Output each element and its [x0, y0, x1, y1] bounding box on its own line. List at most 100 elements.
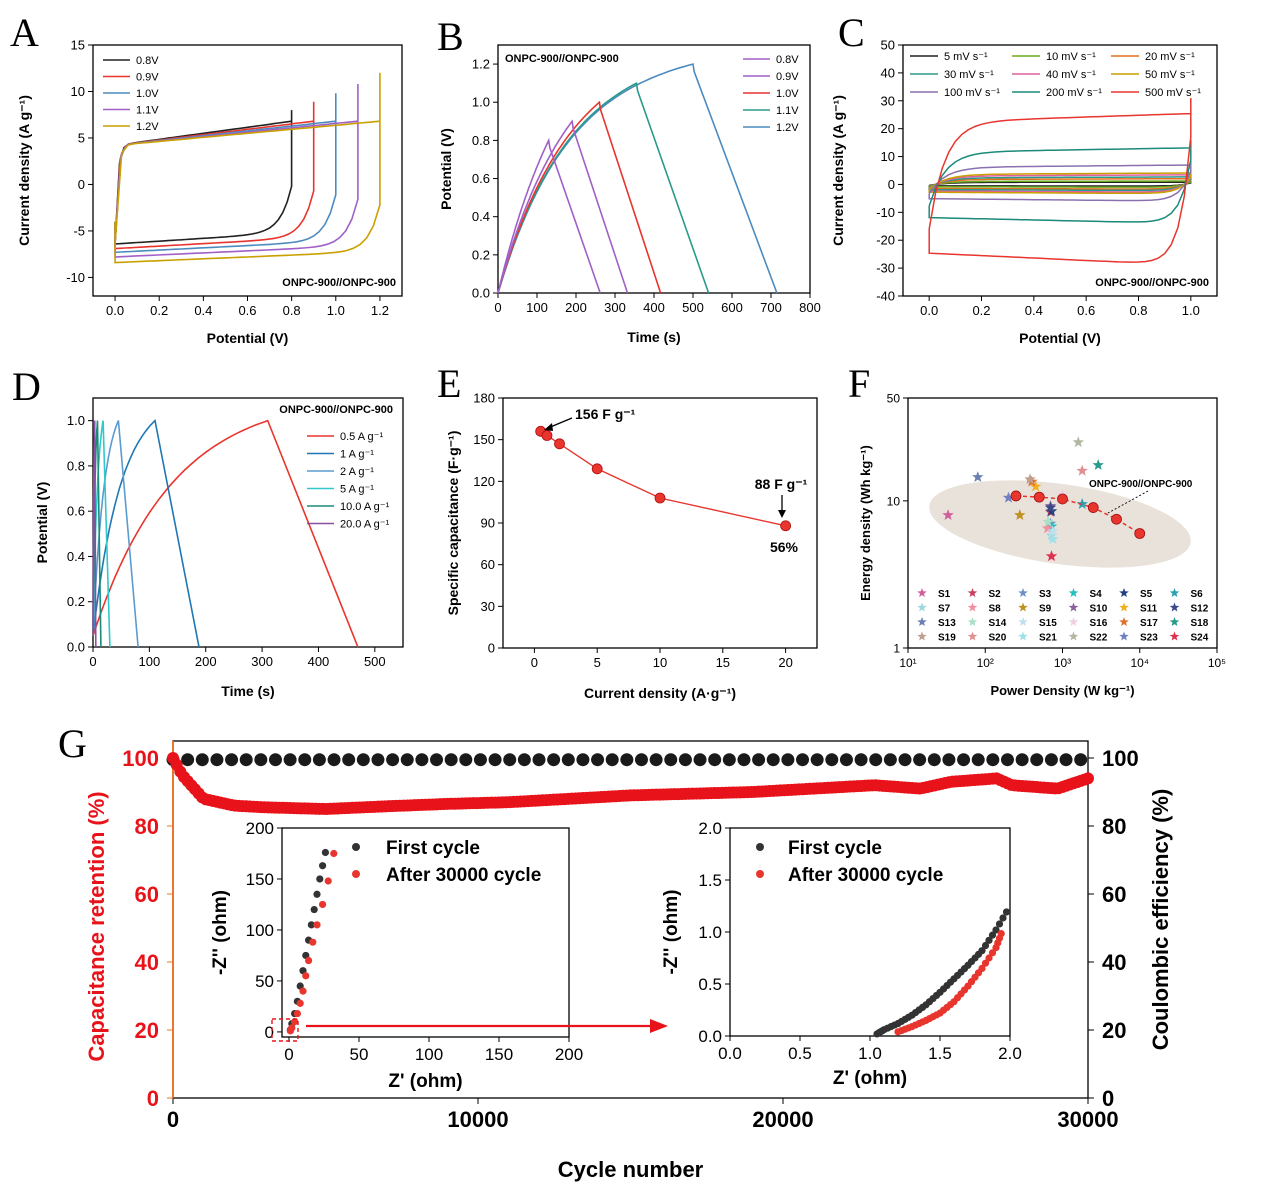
- x-tick-label-e: 15: [716, 655, 730, 670]
- coulombic-efficiency-point: [298, 753, 312, 767]
- zoom-arrowhead: [650, 1019, 668, 1033]
- panel-letter-f: F: [848, 361, 870, 406]
- inset1-x-tick-label: 0: [284, 1045, 293, 1064]
- legend-star-S16: [1068, 617, 1079, 626]
- legend-label-f: S13: [938, 618, 956, 629]
- y-tick-label-c: 10: [881, 149, 895, 164]
- coulombic-efficiency-point: [503, 753, 517, 767]
- coulombic-efficiency-point: [839, 753, 853, 767]
- legend-label-f: S22: [1090, 633, 1108, 644]
- coulombic-efficiency-point: [927, 753, 941, 767]
- inset1-point: [310, 905, 318, 914]
- annotation-a: ONPC-900//ONPC-900: [282, 277, 396, 289]
- y-tick-label-c: 20: [881, 121, 895, 136]
- legend-label-f: S20: [989, 633, 1007, 644]
- legend-label-b: 0.8V: [776, 54, 799, 66]
- coulombic-efficiency-point: [268, 753, 282, 767]
- legend-label-b: 0.9V: [776, 71, 799, 83]
- panel-letter-b: B: [437, 14, 464, 59]
- annotation-d: ONPC-900//ONPC-900: [279, 404, 393, 416]
- inset1-x-label: Z' (ohm): [388, 1071, 462, 1092]
- annotation-e-max: 156 F g⁻¹: [575, 406, 636, 422]
- panel-letter-g: G: [58, 721, 87, 766]
- panel-letter-d: D: [12, 364, 41, 409]
- y-tick-label-b: 1.2: [472, 57, 490, 72]
- x-tick-label-c: 0.0: [920, 303, 938, 318]
- y-tick-label-g-right: 80: [1102, 814, 1126, 839]
- coulombic-efficiency-point: [239, 753, 253, 767]
- legend-star-S23: [1119, 631, 1129, 641]
- gcd-curve-0.9V: [497, 119, 629, 294]
- legend-label-d: 1 A g⁻¹: [340, 449, 374, 461]
- inset2-x-tick-label: 1.5: [928, 1044, 952, 1063]
- inset1-legend-label: First cycle: [386, 838, 480, 859]
- coulombic-efficiency-point: [283, 753, 297, 767]
- coulombic-efficiency-point: [1044, 753, 1058, 767]
- inset2-legend-marker: [756, 870, 764, 878]
- reference-star-S21: [1047, 533, 1059, 544]
- x-axis-label-B: Time (s): [627, 329, 680, 345]
- inset2-point: [981, 941, 990, 950]
- legend-label-c: 50 mV s⁻¹: [1145, 69, 1195, 81]
- coulombic-efficiency-point: [752, 753, 766, 767]
- legend-label-c: 500 mV s⁻¹: [1145, 87, 1201, 99]
- x-tick-label-f: 10⁴: [1130, 656, 1149, 670]
- y-tick-label-a: 5: [78, 130, 85, 145]
- x-tick-label-b: 600: [721, 300, 743, 315]
- coulombic-efficiency-point: [591, 753, 605, 767]
- x-tick-label-e: 20: [778, 655, 792, 670]
- y-tick-label-c: 0: [888, 177, 895, 192]
- inset2-point: [1002, 908, 1011, 916]
- x-tick-label-e: 10: [653, 655, 667, 670]
- y-tick-label-b: 0.6: [472, 171, 490, 186]
- legend-label-b: 1.0V: [776, 88, 799, 100]
- x-tick-label-d: 400: [308, 654, 330, 669]
- y-tick-label-d: 0.8: [67, 458, 85, 473]
- y-tick-label-d: 0.6: [67, 504, 85, 519]
- legend-label-f: S14: [989, 618, 1007, 629]
- x-tick-label-e: 5: [594, 655, 601, 670]
- coulombic-efficiency-point: [737, 753, 751, 767]
- legend-label-f: S19: [938, 633, 956, 644]
- legend-star-S13: [917, 617, 927, 626]
- x-tick-label-b: 0: [494, 300, 501, 315]
- capacitance-point: [654, 492, 666, 504]
- x-tick-label-a: 1.2: [371, 303, 389, 318]
- coulombic-efficiency-point: [312, 753, 326, 767]
- x-axis-label-E: Current density (A·g⁻¹): [584, 685, 736, 701]
- y-tick-label-b: 0.0: [472, 286, 490, 301]
- gcd-curve-1 A g⁻¹: [92, 418, 200, 648]
- legend-label-d: 5 A g⁻¹: [340, 484, 374, 496]
- y-tick-label-f: 10: [887, 494, 901, 508]
- y-tick-label-d: 0.2: [67, 594, 85, 609]
- y-axis-label-D: Potential (V): [34, 482, 50, 564]
- y-tick-label-c: -20: [876, 233, 895, 248]
- y-tick-label-c: -10: [876, 205, 895, 220]
- legend-label-f: S7: [938, 604, 951, 615]
- coulombic-efficiency-point: [254, 753, 268, 767]
- coulombic-efficiency-point: [986, 753, 1000, 767]
- x-axis-label-D: Time (s): [221, 683, 274, 699]
- annotation-e-retention: 56%: [770, 539, 799, 555]
- highlight-ellipse: [929, 480, 1191, 568]
- y-tick-label-d: 0.0: [67, 640, 85, 655]
- x-tick-label-d: 200: [195, 654, 217, 669]
- gcd-curve-1.1V: [497, 81, 710, 294]
- legend-label-f: S15: [1039, 618, 1057, 629]
- legend-star-S21: [1018, 631, 1028, 641]
- gcd-curve-1.2V: [497, 63, 778, 294]
- legend-label-a: 0.9V: [136, 72, 159, 84]
- inset1-point: [309, 938, 317, 946]
- y-tick-label-a: 10: [71, 84, 85, 99]
- y-axis-label-g-right: Coulombic efficiency (%): [1148, 789, 1173, 1051]
- legend-star-S11: [1119, 602, 1129, 612]
- inset1-x-tick-label: 100: [415, 1045, 443, 1064]
- legend-star-S15: [1018, 617, 1028, 626]
- y-tick-label-g-left: 0: [147, 1086, 159, 1111]
- coulombic-efficiency-point: [327, 753, 341, 767]
- cv-curve-0.8V: [114, 110, 293, 245]
- gcd-curve-0.8V: [497, 137, 601, 294]
- inset2-x-tick-label: 1.0: [858, 1044, 882, 1063]
- cv-curve-100 mV s⁻¹: [928, 160, 1192, 202]
- reference-star-S24: [1045, 550, 1058, 562]
